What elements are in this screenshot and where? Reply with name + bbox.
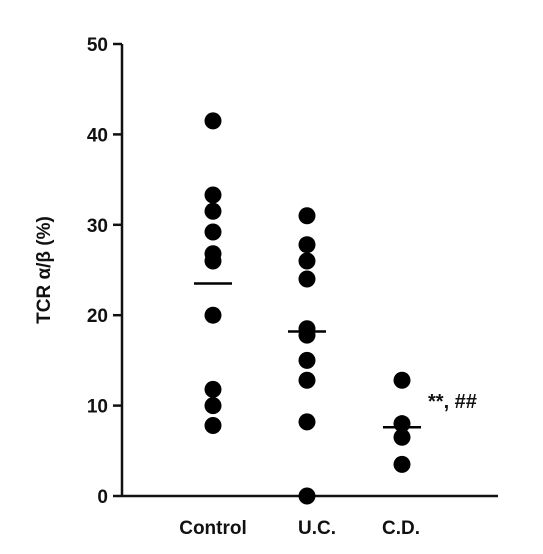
data-point [393, 455, 411, 473]
data-point [204, 252, 222, 270]
data-point [298, 270, 316, 288]
data-point [393, 371, 411, 389]
data-point [298, 351, 316, 369]
significance-annotation: **, ## [428, 391, 477, 413]
data-point [204, 306, 222, 324]
y-tick-label: 40 [87, 125, 108, 146]
data-point [204, 186, 222, 204]
data-point [298, 371, 316, 389]
y-axis-title: TCR α/β (%) [34, 216, 55, 324]
y-tick-label: 30 [87, 216, 108, 237]
y-tick-label: 20 [87, 306, 108, 327]
category-label: C.D. [382, 518, 420, 539]
data-point [204, 416, 222, 434]
data-point [298, 487, 316, 505]
data-point [298, 413, 316, 431]
data-point [298, 252, 316, 270]
category-label: Control [179, 518, 247, 539]
data-point [298, 326, 316, 344]
y-tick-label: 50 [87, 35, 108, 56]
data-point [204, 380, 222, 398]
y-tick-label: 10 [87, 397, 108, 418]
data-point [204, 397, 222, 415]
y-tick-label: 0 [97, 487, 108, 508]
data-point [393, 428, 411, 446]
data-point [204, 112, 222, 130]
data-point [298, 207, 316, 225]
x-axis: Control U.C. C.D. [122, 494, 498, 539]
data-point [298, 236, 316, 254]
data-point [204, 223, 222, 241]
data-point [204, 202, 222, 220]
y-axis: 0 10 20 30 40 50 [87, 35, 124, 508]
category-label: U.C. [298, 518, 336, 539]
